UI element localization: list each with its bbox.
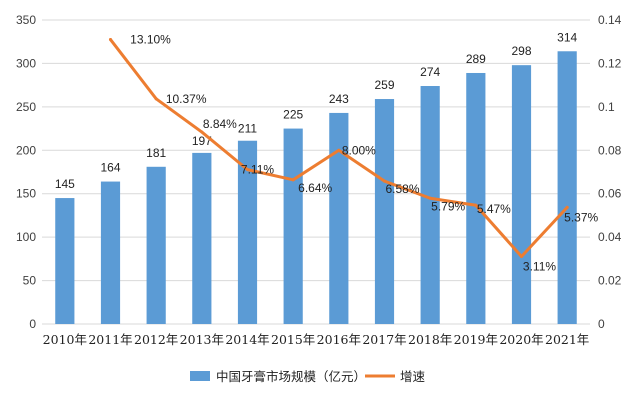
right-tick-label: 0 bbox=[598, 317, 605, 331]
left-tick-label: 100 bbox=[16, 230, 36, 244]
bar-value-label: 211 bbox=[238, 122, 257, 136]
growth-point bbox=[246, 168, 249, 172]
left-tick-label: 350 bbox=[16, 13, 36, 27]
left-tick-label: 150 bbox=[16, 187, 36, 201]
growth-value-label: 8.84% bbox=[203, 117, 237, 131]
right-tick-label: 0.1 bbox=[598, 100, 615, 114]
bar bbox=[466, 72, 486, 325]
right-tick-label: 0.04 bbox=[598, 230, 622, 244]
bar bbox=[146, 166, 166, 324]
bar bbox=[237, 140, 258, 324]
growth-point bbox=[383, 179, 386, 183]
category-label: 2015年 bbox=[271, 332, 315, 347]
bar bbox=[329, 112, 349, 325]
right-tick-label: 0.14 bbox=[598, 13, 622, 27]
bar-value-labels: 145 164 181 197 211 225 243 259 274 289 298 314 bbox=[55, 30, 578, 191]
bar-value-label: 298 bbox=[511, 44, 531, 58]
growth-point bbox=[109, 38, 112, 42]
growth-point bbox=[474, 203, 478, 207]
category-label: 2012年 bbox=[134, 332, 178, 347]
growth-point bbox=[154, 97, 158, 101]
bar-value-label: 243 bbox=[329, 92, 349, 106]
growth-value-label: 5.47% bbox=[477, 202, 511, 216]
growth-value-label: 5.79% bbox=[431, 199, 465, 213]
left-tick-label: 200 bbox=[16, 143, 36, 157]
category-label: 2018年 bbox=[408, 332, 452, 347]
growth-value-labels: 13.10% 10.37% 8.84% 7.11% 6.64% 8.00% 6.58% 5.7… bbox=[130, 33, 598, 274]
category-label: 2021年 bbox=[545, 332, 589, 347]
bar-series bbox=[55, 51, 577, 325]
bar bbox=[420, 86, 440, 324]
growth-value-label: 7.11% bbox=[241, 163, 274, 177]
growth-point bbox=[291, 178, 295, 182]
category-label: 2019年 bbox=[454, 332, 498, 347]
category-label: 2020年 bbox=[499, 332, 543, 347]
growth-value-label: 6.64% bbox=[298, 181, 332, 195]
left-tick-label: 50 bbox=[23, 274, 37, 288]
category-label: 2010年 bbox=[43, 332, 87, 347]
legend-swatch-market-size bbox=[190, 371, 210, 381]
right-tick-label: 0.08 bbox=[598, 143, 622, 157]
bar-value-label: 225 bbox=[283, 108, 303, 122]
category-label: 2011年 bbox=[88, 332, 132, 347]
legend-label-growth: 增速 bbox=[400, 369, 426, 384]
growth-value-label: 13.10% bbox=[130, 33, 171, 47]
legend-label-market-size: 中国牙膏市场规模（亿元） bbox=[216, 369, 366, 384]
bar bbox=[374, 99, 395, 324]
category-axis: 2010年 2011年 2012年 2013年 2014年 2015年 2016年 2017年… bbox=[43, 332, 590, 347]
bar bbox=[192, 152, 212, 324]
left-tick-label: 250 bbox=[16, 100, 36, 114]
bar bbox=[55, 198, 75, 324]
bar bbox=[100, 181, 121, 324]
bar bbox=[557, 51, 577, 325]
category-label: 2013年 bbox=[180, 332, 224, 347]
bar-value-label: 181 bbox=[146, 146, 166, 160]
category-label: 2014年 bbox=[225, 332, 269, 347]
growth-value-label: 8.00% bbox=[342, 143, 376, 157]
left-axis: 0 50 100 150 200 250 300 350 bbox=[16, 13, 36, 331]
bar bbox=[511, 65, 532, 324]
legend: 中国牙膏市场规模（亿元） 增速 bbox=[190, 369, 426, 384]
growth-value-label: 5.37% bbox=[564, 210, 598, 224]
bar-value-label: 274 bbox=[420, 65, 440, 79]
growth-value-label: 6.58% bbox=[385, 182, 419, 196]
growth-value-label: 10.37% bbox=[166, 92, 207, 106]
bar bbox=[283, 128, 303, 324]
bar-value-label: 289 bbox=[466, 52, 486, 66]
growth-point bbox=[520, 254, 523, 258]
bar-value-label: 145 bbox=[55, 177, 75, 191]
growth-point bbox=[337, 148, 341, 152]
right-axis: 0 0.02 0.04 0.06 0.08 0.1 0.12 0.14 bbox=[598, 13, 622, 331]
bar-value-label: 197 bbox=[192, 134, 212, 148]
growth-point bbox=[565, 205, 569, 209]
growth-point bbox=[428, 196, 432, 200]
bar-value-label: 164 bbox=[100, 161, 120, 175]
left-tick-label: 0 bbox=[29, 317, 36, 331]
bar-value-label: 314 bbox=[557, 30, 577, 44]
growth-line-series bbox=[109, 38, 569, 258]
growth-value-label: 3.11% bbox=[523, 259, 556, 273]
category-label: 2017年 bbox=[362, 332, 406, 347]
bar-value-label: 259 bbox=[374, 78, 394, 92]
right-tick-label: 0.06 bbox=[598, 187, 622, 201]
gridlines bbox=[42, 19, 590, 325]
category-label: 2016年 bbox=[317, 332, 361, 347]
right-tick-label: 0.12 bbox=[598, 56, 622, 70]
growth-point bbox=[200, 130, 204, 134]
right-tick-label: 0.02 bbox=[598, 274, 622, 288]
left-tick-label: 300 bbox=[16, 56, 36, 70]
